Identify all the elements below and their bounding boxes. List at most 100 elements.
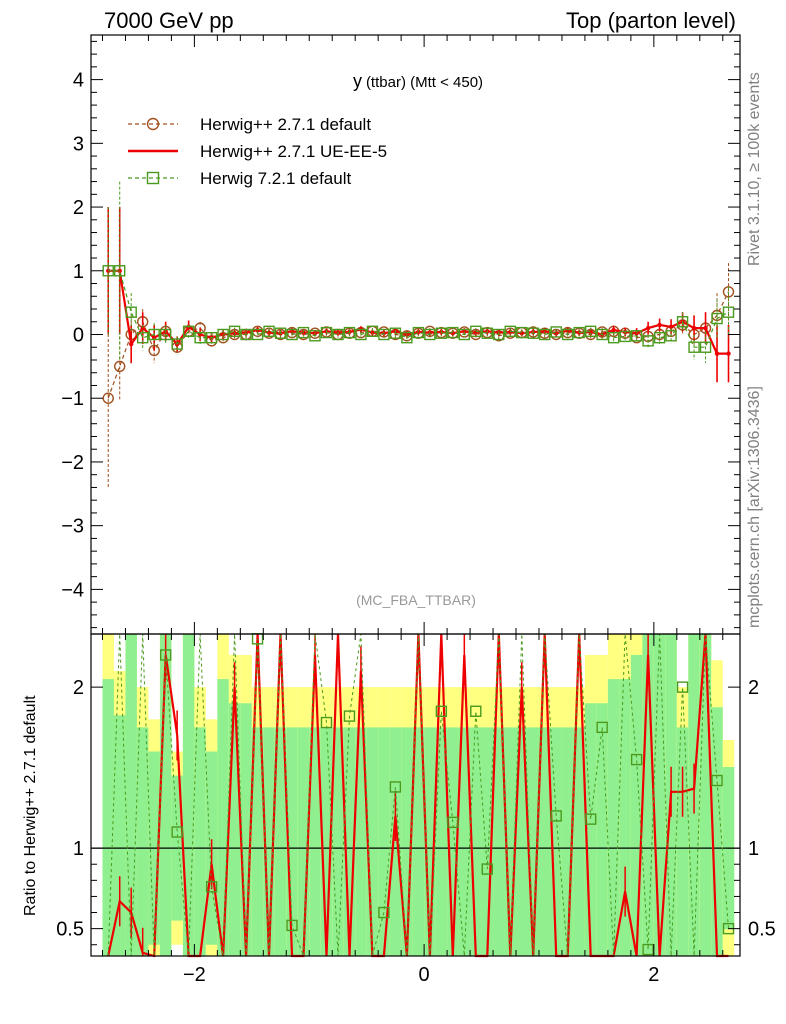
ratio-band-inner — [493, 727, 505, 956]
main-point-square — [286, 328, 298, 341]
ratio-band-inner — [194, 727, 206, 956]
header-left: 7000 GeV pp — [104, 8, 234, 33]
legend-marker-square — [146, 171, 160, 185]
main-point-square — [297, 326, 310, 339]
main-point-dot — [714, 351, 720, 356]
main-ytick-label: 0 — [73, 325, 84, 347]
ratio-xtick-label: 2 — [648, 964, 659, 986]
ratio-point-square — [550, 810, 562, 822]
axis-tick-labels: −4 −3 −2 −1 0 1 2 3 4 −2 0 2 0.5 0.5 1 1 2 2 — [56, 70, 776, 986]
ratio-xtick-label: −2 — [183, 964, 206, 986]
ratio-ytick-label-left: 0.5 — [56, 919, 84, 941]
main-point-square — [171, 338, 183, 350]
main-ytick-label: −3 — [61, 516, 84, 538]
ratio-point-square — [711, 774, 723, 787]
watermark: (MC_FBA_TTBAR) — [356, 592, 476, 608]
main-point-dot — [657, 322, 662, 328]
main-point-square — [653, 331, 666, 344]
main-point-square — [401, 331, 413, 344]
main-point-square — [550, 326, 562, 338]
legend-label-2: Herwig 7.2.1 default — [200, 169, 351, 188]
main-ytick-label: −2 — [61, 452, 84, 474]
axis-ticks — [91, 35, 740, 956]
main-point-square — [711, 312, 723, 325]
ratio-band-inner — [676, 727, 689, 956]
ratio-band-inner — [561, 727, 574, 956]
main-point-square — [619, 330, 631, 343]
main-point-square — [642, 335, 654, 347]
ratio-band-inner — [504, 727, 517, 956]
main-ytick-label: −4 — [61, 579, 84, 601]
ratio-uncertainty-bands — [102, 634, 735, 956]
main-point-square — [355, 328, 367, 341]
main-point-square — [389, 327, 402, 339]
ratio-band-inner — [113, 715, 126, 956]
main-point-square — [516, 326, 528, 339]
ratio-band-inner — [343, 727, 356, 956]
ratio-band-inner — [125, 634, 137, 956]
main-point-square — [481, 327, 493, 339]
main-point-square — [539, 328, 551, 341]
ratio-band-inner — [286, 727, 298, 956]
ratio-band-inner — [274, 727, 287, 956]
main-point-square — [136, 331, 149, 344]
main-point-square — [504, 325, 516, 338]
main-point-dot — [726, 351, 731, 356]
ratio-point-square — [320, 716, 333, 729]
ratio-band-inner — [584, 703, 597, 956]
ratio-band-inner — [699, 634, 712, 956]
main-point-square — [493, 328, 505, 341]
main-point-square — [159, 328, 172, 341]
ratio-band-inner — [240, 703, 252, 956]
ratio-xtick-label: 0 — [419, 964, 430, 986]
ratio-band-inner — [401, 727, 413, 956]
ratio-point-square — [584, 813, 597, 825]
ratio-band-inner — [711, 707, 723, 956]
main-point-square — [378, 328, 390, 341]
ratio-point-square — [159, 649, 172, 661]
main-series — [102, 181, 735, 488]
ratio-band-inner — [378, 727, 390, 956]
ratio-band-inner — [263, 727, 275, 956]
ratio-band-inner — [366, 727, 379, 956]
ratio-band-inner — [596, 703, 608, 956]
main-point-square — [309, 330, 321, 342]
main-point-square — [412, 326, 425, 339]
ratio-point-square — [343, 710, 356, 722]
main-point-dot — [129, 341, 134, 347]
main-ytick-label: −1 — [61, 388, 84, 410]
ratio-band-inner — [297, 727, 310, 956]
ratio-point-square — [447, 816, 459, 829]
main-point-dot — [645, 325, 651, 331]
ratio-band-inner — [332, 727, 344, 956]
main-point-circle — [114, 360, 126, 373]
main-point-square — [470, 325, 482, 338]
ratio-band-inner — [573, 727, 585, 956]
ratio-band-inner — [355, 727, 367, 956]
ratio-point-square — [676, 681, 689, 693]
main-point-dot — [140, 325, 145, 331]
ratio-band-inner — [435, 727, 448, 956]
plot-title-sub: (ttbar) (Mtt < 450) — [366, 74, 483, 91]
main-point-dot — [703, 325, 708, 331]
main-point-square — [665, 330, 677, 342]
main-point-square — [561, 328, 574, 341]
ratio-band-inner — [159, 634, 172, 956]
ratio-band-inner — [630, 654, 643, 956]
ratio-ytick-label-left: 2 — [73, 677, 84, 699]
ratio-band-inner — [228, 703, 241, 956]
ratio-point-square — [286, 919, 298, 932]
main-point-circle — [102, 392, 114, 404]
side-label-rivet: Rivet 3.1.10, ≥ 100k events — [746, 72, 763, 266]
ratio-point-square — [389, 781, 402, 793]
legend-label-0: Herwig++ 2.7.1 default — [200, 115, 371, 134]
main-point-square — [205, 331, 218, 344]
ratio-point-square — [171, 826, 183, 838]
main-point-dot — [151, 335, 157, 340]
main-ytick-label: 4 — [73, 70, 84, 92]
ratio-band-inner — [458, 727, 471, 956]
ratio-frame — [90, 633, 741, 957]
main-point-square — [251, 328, 264, 341]
main-point-square — [148, 328, 160, 341]
